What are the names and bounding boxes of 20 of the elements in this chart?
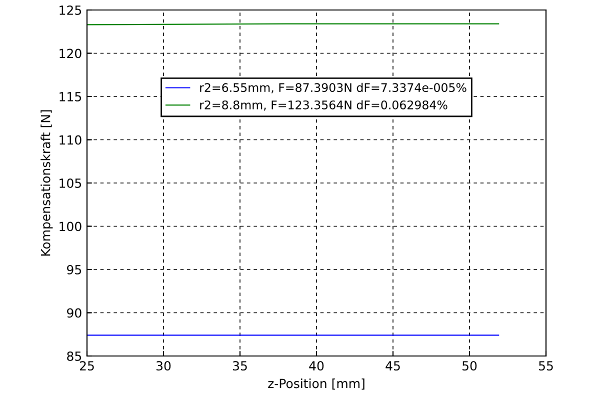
- x-tick-label: 30: [156, 361, 171, 371]
- legend-label: r2=6.55mm, F=87.3903N dF=7.3374e-005%: [200, 82, 466, 94]
- y-tick-label: 120: [60, 48, 82, 58]
- y-tick-label: 90: [67, 308, 82, 318]
- y-tick-label: 110: [60, 135, 82, 145]
- legend-label: r2=8.8mm, F=123.3564N dF=0.062984%: [200, 100, 448, 111]
- x-tick-label: 25: [80, 361, 94, 371]
- y-tick-label: 85: [67, 351, 82, 361]
- x-tick-label: 35: [233, 361, 247, 371]
- x-tick-label: 40: [309, 361, 324, 371]
- y-tick-label: 100: [60, 222, 82, 232]
- x-axis-title: z-Position [mm]: [268, 378, 364, 390]
- y-tick-label: 105: [60, 178, 82, 188]
- y-tick-label: 95: [67, 264, 82, 274]
- y-axis-title: Kompensationskraft [N]: [40, 110, 53, 256]
- x-tick-label: 55: [539, 361, 553, 371]
- y-tick-label: 115: [60, 92, 82, 102]
- y-tick-label: 125: [60, 5, 82, 15]
- x-tick-label: 45: [386, 361, 400, 371]
- x-tick-label: 50: [462, 361, 477, 371]
